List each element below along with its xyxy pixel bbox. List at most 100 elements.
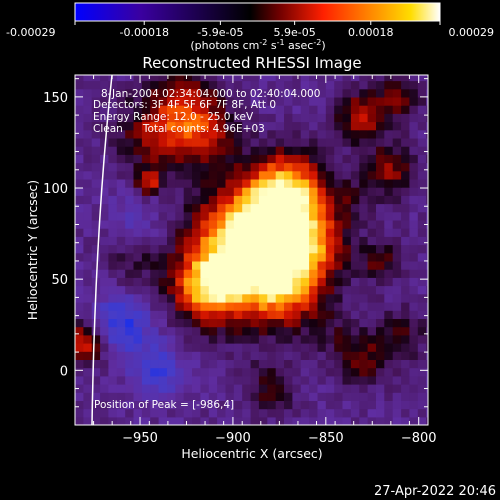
heatmap-cell	[350, 351, 360, 360]
heatmap-cell	[141, 359, 151, 369]
heatmap-cell	[342, 351, 352, 360]
heatmap-cell	[334, 252, 344, 262]
heatmap-cell	[150, 96, 160, 106]
heatmap-cell	[133, 162, 143, 172]
heatmap-cell	[384, 351, 394, 360]
heatmap-cell	[401, 88, 411, 98]
heatmap-cell	[167, 146, 176, 155]
heatmap-cell	[401, 203, 411, 213]
heatmap-cell	[200, 260, 210, 270]
heatmap-cell	[141, 367, 151, 377]
heatmap-cell	[309, 392, 319, 401]
heatmap-cell	[325, 252, 335, 262]
heatmap-cell	[91, 228, 101, 237]
heatmap-cell	[225, 416, 235, 425]
heatmap-cell	[284, 137, 293, 147]
heatmap-cell	[242, 154, 252, 164]
heatmap-cell	[267, 121, 277, 131]
heatmap-cell	[192, 359, 201, 369]
heatmap-cell	[83, 252, 93, 262]
heatmap-cell	[91, 96, 101, 106]
heatmap-cell	[217, 236, 227, 246]
heatmap-cell	[284, 121, 293, 131]
heatmap-cell	[275, 113, 285, 123]
heatmap-cell	[359, 178, 369, 188]
heatmap-cell	[83, 408, 93, 418]
x-tick-label: −950	[122, 431, 158, 446]
heatmap-cell	[401, 178, 411, 188]
heatmap-cell	[417, 392, 427, 401]
heatmap-cell	[108, 105, 118, 114]
heatmap-cell	[300, 367, 310, 377]
heatmap-cell	[275, 146, 285, 155]
heatmap-cell	[275, 359, 285, 369]
heatmap-cell	[309, 146, 319, 155]
heatmap-cell	[300, 252, 310, 262]
heatmap-cell	[250, 318, 260, 328]
heatmap-cell	[284, 105, 293, 114]
heatmap-cell	[225, 244, 235, 254]
heatmap-cell	[275, 310, 285, 319]
heatmap-cell	[267, 252, 277, 262]
heatmap-cell	[392, 400, 402, 410]
heatmap-cell	[359, 195, 369, 205]
peak-position-label: Position of Peak = [-986,4]	[94, 399, 234, 411]
heatmap-cell	[225, 293, 235, 303]
heatmap-cell	[409, 359, 419, 369]
heatmap-cell	[376, 375, 385, 385]
heatmap-cell	[367, 416, 377, 425]
heatmap-cell	[267, 293, 277, 303]
heatmap-cell	[75, 302, 84, 311]
heatmap-cell	[258, 375, 268, 385]
heatmap-cell	[192, 375, 201, 385]
heatmap-cell	[409, 343, 419, 352]
heatmap-cell	[267, 88, 277, 98]
heatmap-cell	[376, 195, 385, 205]
heatmap-cell	[83, 154, 93, 164]
heatmap-cell	[258, 146, 268, 155]
heatmap-cell	[125, 343, 135, 352]
heatmap-cell	[367, 293, 377, 303]
heatmap-cell	[275, 408, 285, 418]
heatmap-cell	[108, 178, 118, 188]
heatmap-cell	[317, 129, 327, 139]
heatmap-cell	[75, 129, 84, 139]
heatmap-cell	[300, 392, 310, 401]
heatmap-cell	[392, 416, 402, 425]
heatmap-cell	[334, 359, 344, 369]
heatmap-cell	[125, 416, 135, 425]
heatmap-cell	[384, 170, 394, 180]
heatmap-cell	[258, 137, 268, 147]
heatmap-cell	[367, 96, 377, 106]
heatmap-cell	[125, 162, 135, 172]
heatmap-cell	[217, 408, 227, 418]
heatmap-cell	[409, 285, 419, 295]
heatmap-cell	[300, 326, 310, 336]
heatmap-cell	[359, 260, 369, 270]
heatmap-cell	[359, 269, 369, 278]
heatmap-cell	[342, 359, 352, 369]
heatmap-cell	[150, 228, 160, 237]
heatmap-cell	[284, 334, 293, 344]
heatmap-cell	[376, 318, 385, 328]
heatmap-cell	[409, 121, 419, 131]
heatmap-cell	[292, 334, 302, 344]
heatmap-cell	[225, 75, 235, 82]
heatmap-cell	[100, 88, 110, 98]
heatmap-cell	[167, 80, 176, 90]
heatmap-cell	[108, 146, 118, 155]
heatmap-cell	[158, 113, 168, 123]
heatmap-cell	[91, 80, 101, 90]
heatmap-cell	[300, 146, 310, 155]
heatmap-cell	[100, 408, 110, 418]
heatmap-cell	[350, 162, 360, 172]
heatmap-cell	[275, 416, 285, 425]
heatmap-cell	[309, 293, 319, 303]
heatmap-cell	[208, 75, 218, 82]
heatmap-cell	[192, 384, 201, 393]
heatmap-cell	[392, 384, 402, 393]
heatmap-cell	[309, 105, 319, 114]
heatmap-cell	[325, 203, 335, 213]
heatmap-cell	[409, 178, 419, 188]
